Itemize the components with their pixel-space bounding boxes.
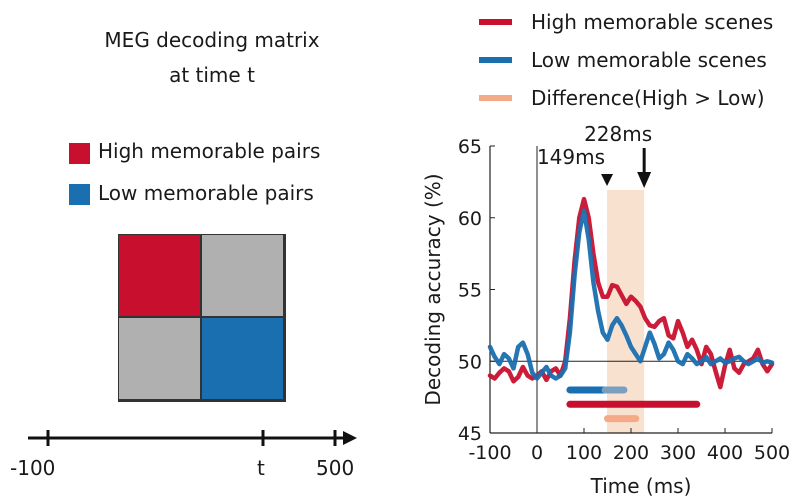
annotation-label: 149ms [537,145,605,169]
onset-arrow-icon [601,174,614,186]
x-tick-label: 500 [754,442,790,464]
legend-label: High memorable scenes [531,10,773,34]
timeline-t-label: t [257,456,265,480]
x-axis-label: Time (ms) [590,474,692,498]
low-pairs-label: Low memorable pairs [98,181,314,205]
matrix-cell-high [119,235,200,316]
matrix-cell-off-diagonal [202,235,283,316]
peak-arrow-icon [637,172,652,188]
difference-window-shade [607,190,645,433]
series-line-low [487,208,775,381]
timeline-start-label: -100 [10,456,56,480]
high-pairs-label: High memorable pairs [98,139,321,163]
low-pairs-swatch [69,184,90,205]
legend-label: Difference(High > Low) [531,86,765,110]
x-tick-label: 0 [531,442,543,464]
matrix-cell-low [202,318,283,399]
x-tick-label: 400 [707,442,743,464]
y-tick-label: 55 [458,280,482,302]
decoding-matrix [118,234,286,402]
high-pairs-swatch [69,143,90,164]
y-tick-label: 50 [458,351,482,373]
x-tick-label: -100 [468,442,511,464]
matrix-cell-off-diagonal [119,318,200,399]
y-tick-label: 65 [458,136,482,158]
x-tick-label: 300 [660,442,696,464]
y-tick-label: 45 [458,423,482,445]
annotation-label: 228ms [584,122,652,146]
timeline-end-label: 500 [316,456,355,480]
y-tick-label: 60 [458,208,482,230]
y-axis-label: Decoding accuracy (%) [421,173,445,405]
matrix-title-line1: MEG decoding matrix [104,28,320,52]
x-tick-label: 100 [566,442,602,464]
timeline-arrow-icon [343,431,357,445]
matrix-title-line2: at time t [169,63,255,87]
legend-label: Low memorable scenes [531,48,767,72]
timeline [28,430,357,446]
x-tick-label: 200 [613,442,649,464]
